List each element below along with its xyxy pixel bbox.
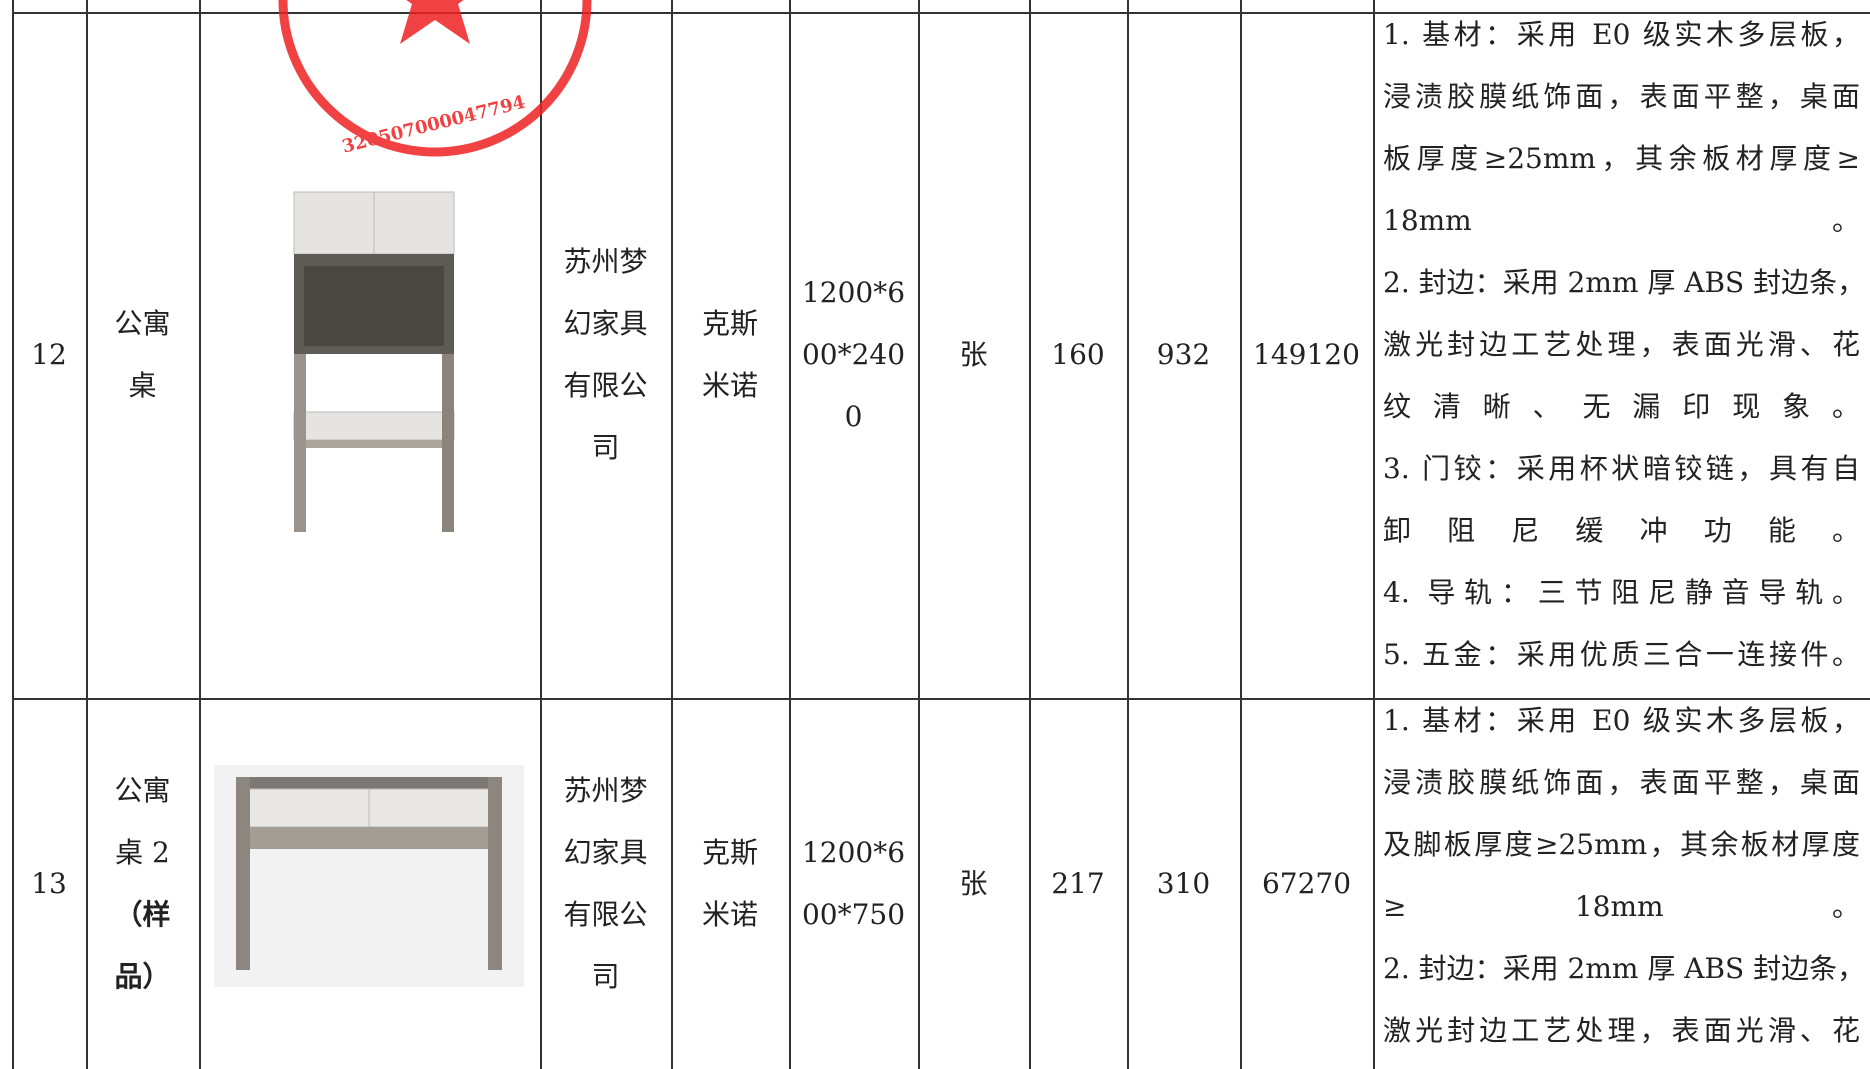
cell-brand: 克斯 米诺 (671, 698, 789, 1069)
cell-total: 149120 (1240, 12, 1373, 698)
description-line: 2. 封边：采用 2mm 厚 ABS 封边条， (1383, 952, 1866, 985)
description-line: 1. 基材：采用 E0 级实木多层板， (1383, 18, 1860, 51)
description-line: 纹清晰、无漏印现象。 (1383, 390, 1860, 423)
cell-line: 米诺 (701, 369, 758, 402)
cell-line: 克斯 (701, 307, 758, 340)
description-line: 浸渍胶膜纸饰面，表面平整，桌面 (1383, 80, 1860, 113)
cell-name: 公寓桌 (86, 12, 199, 698)
description-line: 2. 封边：采用 2mm 厚 ABS 封边条， (1383, 266, 1866, 299)
cell-line: 幻家具 (563, 835, 648, 869)
description-fragment: 18mm (1383, 204, 1472, 237)
cell-unit: 张 (918, 12, 1029, 698)
cell-name: 公寓桌 2 （样品） (86, 698, 199, 1069)
cell-size: 1200*6 00*750 (789, 698, 918, 1069)
cell-size: 1200*6 00*240 0 (789, 12, 918, 698)
horizontal-rule (12, 698, 1870, 700)
vertical-rule (671, 0, 673, 1069)
description-fragment: 。 (1831, 204, 1860, 237)
description-line: 板厚度≥25mm，其余板材厚度≥ (1383, 142, 1860, 175)
description-line: 激光封边工艺处理，表面光滑、花 (1383, 1014, 1860, 1047)
cell-line: （样 (114, 897, 171, 931)
cell-qty: 160 (1029, 12, 1127, 698)
vertical-rule (1127, 0, 1129, 1069)
cell-line: 1200*6 (801, 276, 906, 309)
cell-unit: 张 (918, 698, 1029, 1069)
cell-text: 149120 (1253, 338, 1360, 371)
vertical-rule (789, 0, 791, 1069)
cell-line: 00*750 (801, 897, 906, 931)
cell-line: 有限公 (563, 369, 648, 402)
description-line: 3. 门铰：采用杯状暗铰链，具有自 (1383, 452, 1860, 485)
cell-text: 310 (1156, 866, 1211, 900)
product-image-tall-desk (293, 191, 455, 532)
cell-line: 司 (591, 959, 620, 993)
description-line: 18mm 。 (1383, 190, 1860, 252)
cell-line: 桌 2 (115, 835, 170, 869)
vertical-rule (1240, 0, 1242, 1069)
vertical-rule (86, 0, 88, 1069)
cell-price: 310 (1127, 698, 1240, 1069)
cell-text: 932 (1156, 338, 1211, 371)
cell-text: 67270 (1261, 866, 1352, 900)
cell-line: 米诺 (701, 897, 758, 931)
cell-no: 13 (12, 698, 86, 1069)
company-stamp: 320507000047794 (278, 0, 592, 158)
description-line: 4. 导轨：三节阻尼静音导轨。 (1383, 576, 1860, 609)
cell-supplier: 苏州梦幻家具有限公司 (540, 12, 671, 698)
description-line: 浸渍胶膜纸饰面，表面平整，桌面 (1383, 766, 1860, 799)
description-fragment: 。 (1831, 890, 1860, 923)
description-fragment: 18mm (1574, 890, 1664, 923)
description-line: 5. 五金：采用优质三合一连接件。 (1383, 638, 1860, 671)
cell-line: 0 (844, 400, 863, 433)
vertical-rule (12, 0, 14, 1069)
vertical-rule (918, 0, 920, 1069)
horizontal-rule (12, 12, 1870, 14)
cell-line: 苏州梦 (563, 773, 648, 807)
cell-brand: 克斯 米诺 (671, 12, 789, 698)
cell-no: 12 (12, 12, 86, 698)
cell-line: 公寓 (114, 773, 171, 807)
description-line: 及脚板厚度≥25mm，其余板材厚度 (1383, 828, 1860, 861)
description-line: 1. 基材：采用 E0 级实木多层板， (1383, 704, 1860, 737)
cell-text: 张 (959, 866, 988, 900)
cell-line: 00*240 (801, 338, 906, 371)
cell-text: 张 (959, 338, 988, 371)
cell-description: 1. 基材：采用 E0 级实木多层板， 浸渍胶膜纸饰面，表面平整，桌面 板厚度≥25… (1373, 4, 1870, 698)
cell-text: 13 (31, 866, 67, 900)
cell-line: 司 (591, 431, 620, 464)
cell-line: 有限公 (563, 897, 648, 931)
description-line: 卸阻尼缓冲功能。 (1383, 514, 1860, 547)
cell-line: 桌 (128, 369, 157, 402)
cell-line: 品） (114, 959, 171, 993)
cell-text: 12 (31, 338, 67, 371)
description-fragment: ≥ (1383, 890, 1407, 923)
vertical-rule (1373, 0, 1375, 1069)
cell-line: 苏州梦 (563, 245, 648, 278)
cell-text: 160 (1051, 338, 1105, 371)
cell-supplier: 苏州梦幻家具有限公司 (540, 698, 671, 1069)
cell-text: 217 (1051, 866, 1105, 900)
cell-line: 克斯 (701, 835, 758, 869)
vertical-rule (1029, 0, 1031, 1069)
cell-line: 1200*6 (801, 835, 906, 869)
description-line: ≥18mm 。 (1383, 876, 1860, 938)
cell-line: 公寓 (114, 307, 171, 340)
cell-total: 67270 (1240, 698, 1373, 1069)
product-image-desk (214, 765, 524, 987)
description-line: 激光封边工艺处理，表面光滑、花 (1383, 328, 1860, 361)
cell-description: 1. 基材：采用 E0 级实木多层板， 浸渍胶膜纸饰面，表面平整，桌面 及脚板厚度≥… (1373, 690, 1870, 1069)
cell-line: 幻家具 (563, 307, 648, 340)
cell-price: 932 (1127, 12, 1240, 698)
cell-qty: 217 (1029, 698, 1127, 1069)
vertical-rule (540, 0, 542, 1069)
vertical-rule (199, 0, 201, 1069)
